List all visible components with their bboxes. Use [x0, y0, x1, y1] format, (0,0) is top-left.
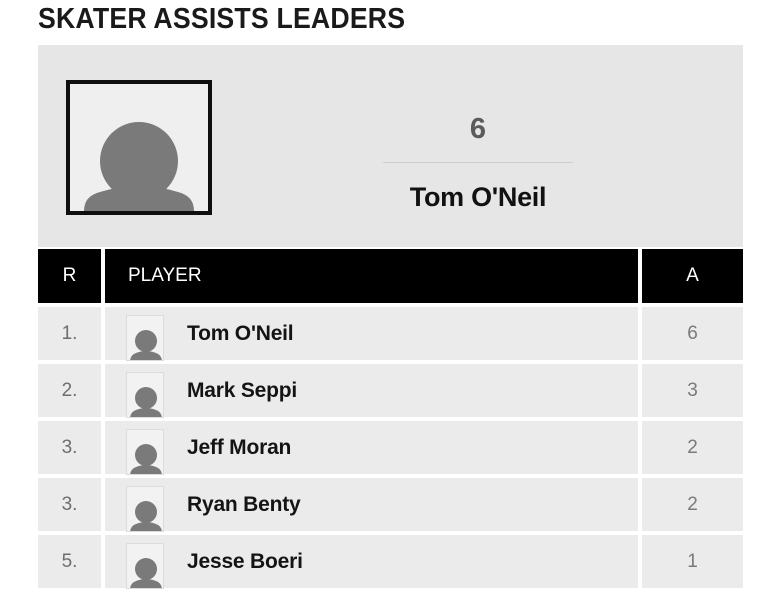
leader-card: 6 Tom O'Neil: [38, 45, 743, 247]
row-player-cell: Jesse Boeri: [105, 535, 638, 589]
table-row: 3. Ryan Benty 2: [38, 478, 743, 532]
header-rank: R: [38, 249, 101, 303]
page-title: SKATER ASSISTS LEADERS: [38, 3, 406, 35]
table-row: 5. Jesse Boeri 1: [38, 535, 743, 589]
row-player-name[interactable]: Jeff Moran: [187, 436, 292, 459]
person-silhouette-icon: [127, 316, 163, 360]
row-assists: 1: [642, 535, 743, 588]
table-row: 2. Mark Seppi 3: [38, 364, 743, 418]
row-assists: 3: [642, 364, 743, 417]
leader-divider: [383, 162, 573, 163]
leader-photo: [66, 80, 212, 215]
avatar: [126, 372, 164, 418]
header-player: PLAYER: [105, 249, 638, 303]
row-rank: 3.: [38, 421, 101, 474]
row-player-cell: Jeff Moran: [105, 421, 638, 475]
row-player-name[interactable]: Jesse Boeri: [187, 550, 303, 573]
row-assists: 2: [642, 421, 743, 474]
header-assists: A: [642, 249, 743, 303]
row-rank: 3.: [38, 478, 101, 531]
row-player-cell: Tom O'Neil: [105, 307, 638, 361]
row-player-name[interactable]: Tom O'Neil: [187, 322, 294, 345]
person-silhouette-icon: [70, 84, 208, 211]
row-rank: 2.: [38, 364, 101, 417]
table-header: R PLAYER A: [38, 249, 743, 303]
leader-stat-value: 6: [469, 113, 487, 145]
row-rank: 1.: [38, 307, 101, 360]
row-player-cell: Mark Seppi: [105, 364, 638, 418]
person-silhouette-icon: [127, 487, 163, 531]
leader-name[interactable]: Tom O'Neil: [409, 182, 547, 212]
avatar: [126, 543, 164, 589]
row-player-name[interactable]: Mark Seppi: [187, 379, 298, 402]
person-silhouette-icon: [127, 373, 163, 417]
avatar: [126, 315, 164, 361]
table-row: 3. Jeff Moran 2: [38, 421, 743, 475]
avatar: [126, 429, 164, 475]
person-silhouette-icon: [127, 544, 163, 588]
row-player-cell: Ryan Benty: [105, 478, 638, 532]
row-player-name[interactable]: Ryan Benty: [187, 493, 301, 516]
row-rank: 5.: [38, 535, 101, 588]
leaders-table: R PLAYER A 1. Tom O'Neil 6 2.: [38, 249, 743, 589]
table-body: 1. Tom O'Neil 6 2. Mark Seppi: [38, 307, 743, 592]
avatar: [126, 486, 164, 532]
person-silhouette-icon: [127, 430, 163, 474]
row-assists: 2: [642, 478, 743, 531]
table-row: 1. Tom O'Neil 6: [38, 307, 743, 361]
row-assists: 6: [642, 307, 743, 360]
